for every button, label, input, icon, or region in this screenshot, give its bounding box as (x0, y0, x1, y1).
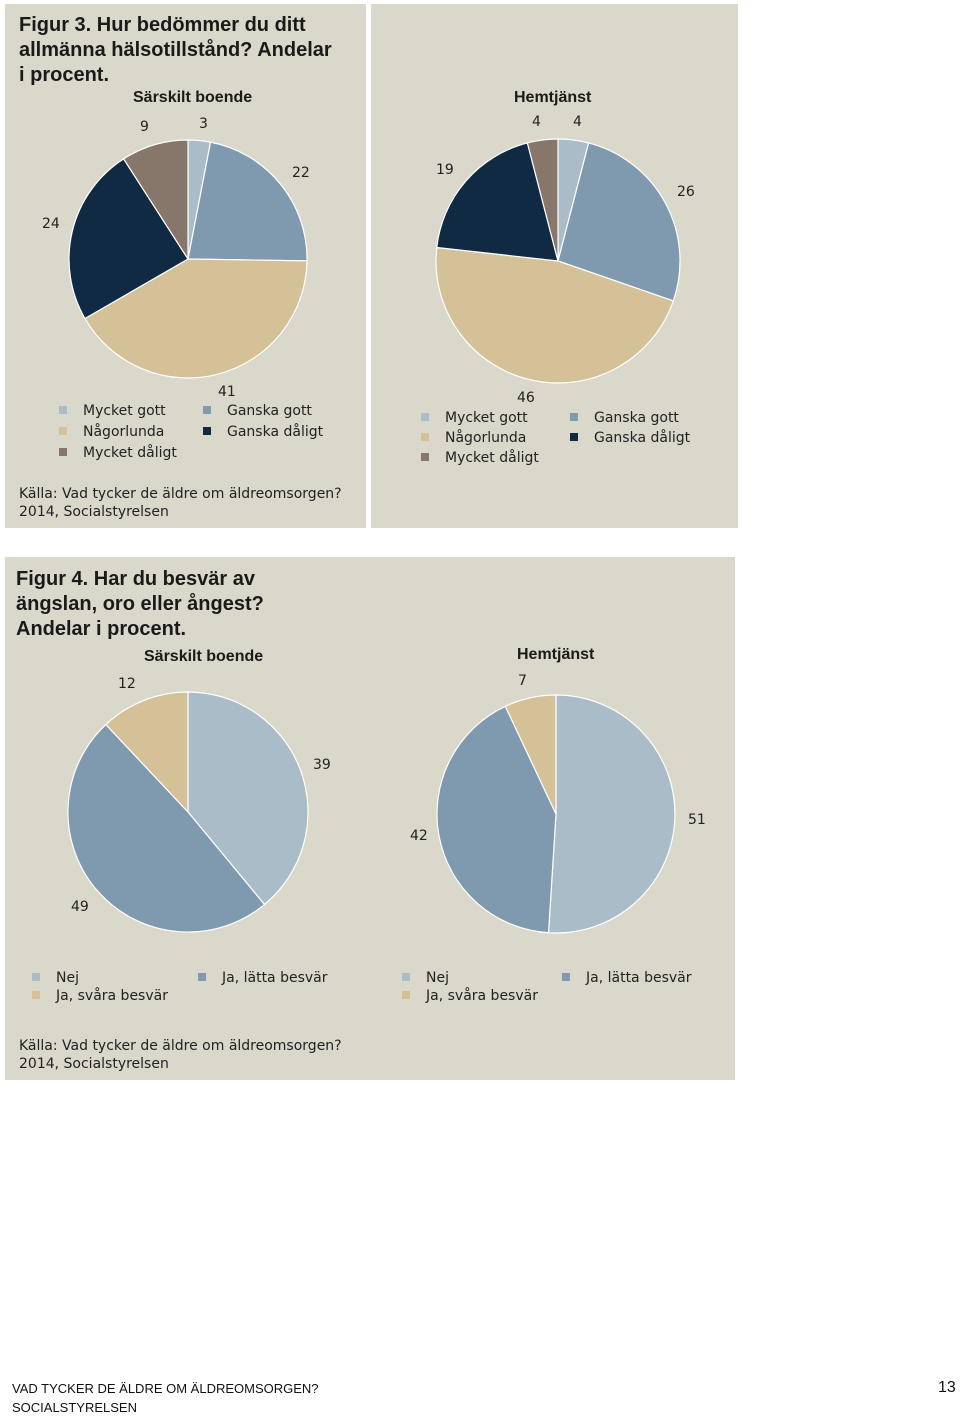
legend-swatch (421, 453, 429, 461)
legend-label: Mycket gott (445, 410, 528, 426)
source-line: Källa: Vad tycker de äldre om äldreomsor… (19, 486, 342, 502)
data-label: 41 (218, 384, 236, 400)
legend-label: Ganska dåligt (227, 424, 324, 440)
chart-title-sarskilt-boende: Särskilt boende (133, 89, 253, 106)
legend-item-latta-besvar: Ja, lätta besvär (562, 969, 692, 987)
legend-label: Någorlunda (83, 424, 165, 440)
legend-health-hemtjanst: Mycket gott Ganska gott Någorlunda Gansk… (421, 408, 721, 474)
legend-swatch (570, 433, 578, 441)
data-label: 39 (313, 757, 331, 773)
legend-swatch (203, 427, 211, 435)
figure3-source: Källa: Vad tycker de äldre om äldreomsor… (19, 485, 342, 521)
legend-label: Mycket dåligt (83, 445, 177, 461)
chart-title-hemtjanst: Hemtjänst (517, 646, 595, 663)
legend-item-ganska-gott: Ganska gott (570, 408, 679, 429)
legend-item-latta-besvar: Ja, lätta besvär (198, 969, 328, 987)
legend-swatch (402, 973, 410, 981)
legend-label: Mycket gott (83, 403, 166, 419)
legend-swatch (198, 973, 206, 981)
legend-label: Ja, svåra besvär (426, 988, 538, 1004)
figure3-title: Figur 3. Hur bedömmer du ditt allmänna h… (19, 13, 332, 88)
legend-swatch (32, 973, 40, 981)
chart-title-hemtjanst: Hemtjänst (514, 89, 592, 106)
legend-label: Mycket dåligt (445, 450, 539, 466)
source-line: 2014, Socialstyrelsen (19, 1056, 169, 1072)
page-footer: VAD TYCKER DE ÄLDRE OM ÄLDREOMSORGEN? SO… (12, 1379, 319, 1417)
legend-swatch (203, 406, 211, 414)
figure4-title-line: ängslan, oro eller ångest? (16, 593, 264, 615)
data-label: 7 (518, 673, 527, 689)
figure3-title-line: Figur 3. Hur bedömmer du ditt (19, 14, 306, 36)
legend-item-mycket-daligt: Mycket dåligt (59, 443, 177, 464)
footer-line: VAD TYCKER DE ÄLDRE OM ÄLDREOMSORGEN? (12, 1381, 319, 1396)
legend-item-svara-besvar: Ja, svåra besvär (402, 987, 538, 1005)
figure3-title-line: i procent. (19, 64, 110, 86)
data-label: 3 (199, 116, 208, 132)
page-number: 13 (938, 1379, 956, 1396)
legend-item-ganska-gott: Ganska gott (203, 401, 312, 422)
legend-label: Ganska gott (594, 410, 679, 426)
legend-swatch (59, 448, 67, 456)
legend-swatch (421, 413, 429, 421)
legend-item-nagorlunda: Någorlunda (59, 422, 164, 443)
legend-health-sarskilt-boende: Mycket gott Ganska gott Någorlunda Gansk… (59, 401, 359, 467)
data-label: 22 (292, 165, 310, 181)
footer-line: SOCIALSTYRELSEN (12, 1400, 137, 1415)
legend-label: Nej (426, 970, 449, 986)
legend-item-ganska-daligt: Ganska dåligt (570, 428, 690, 449)
legend-label: Ja, lätta besvär (222, 970, 328, 986)
legend-label: Nej (56, 970, 79, 986)
data-label: 4 (532, 114, 541, 130)
legend-item-nagorlunda: Någorlunda (421, 428, 526, 449)
data-label: 24 (42, 216, 60, 232)
figure4-title-line: Figur 4. Har du besvär av (16, 568, 255, 590)
legend-swatch (562, 973, 570, 981)
source-line: Källa: Vad tycker de äldre om äldreomsor… (19, 1038, 342, 1054)
data-label: 46 (517, 390, 535, 406)
legend-label: Någorlunda (445, 430, 527, 446)
legend-label: Ganska gott (227, 403, 312, 419)
legend-anxiety-sarskilt-boende: Nej Ja, lätta besvär Ja, svåra besvär (32, 969, 362, 1009)
data-label: 4 (573, 114, 582, 130)
data-label: 26 (677, 184, 695, 200)
legend-swatch (32, 991, 40, 999)
figure4-source: Källa: Vad tycker de äldre om äldreomsor… (19, 1037, 342, 1073)
legend-item-mycket-gott: Mycket gott (59, 401, 166, 422)
legend-swatch (570, 413, 578, 421)
legend-swatch (59, 406, 67, 414)
legend-item-svara-besvar: Ja, svåra besvär (32, 987, 168, 1005)
legend-label: Ganska dåligt (594, 430, 691, 446)
legend-item-mycket-daligt: Mycket dåligt (421, 448, 539, 469)
legend-swatch (59, 427, 67, 435)
source-line: 2014, Socialstyrelsen (19, 504, 169, 520)
figure3-title-line: allmänna hälsotillstånd? Andelar (19, 39, 332, 61)
data-label: 12 (118, 676, 136, 692)
legend-swatch (402, 991, 410, 999)
legend-item-ganska-daligt: Ganska dåligt (203, 422, 323, 443)
legend-item-nej: Nej (32, 969, 79, 987)
legend-item-nej: Nej (402, 969, 449, 987)
data-label: 42 (410, 828, 428, 844)
data-label: 19 (436, 162, 454, 178)
legend-anxiety-hemtjanst: Nej Ja, lätta besvär Ja, svåra besvär (402, 969, 732, 1009)
data-label: 9 (140, 119, 149, 135)
legend-label: Ja, svåra besvär (56, 988, 168, 1004)
data-label: 51 (688, 812, 706, 828)
legend-item-mycket-gott: Mycket gott (421, 408, 528, 429)
legend-label: Ja, lätta besvär (586, 970, 692, 986)
legend-swatch (421, 433, 429, 441)
chart-title-sarskilt-boende: Särskilt boende (144, 648, 264, 665)
figure4-title: Figur 4. Har du besvär av ängslan, oro e… (16, 567, 264, 642)
data-label: 49 (71, 899, 89, 915)
figure4-title-line: Andelar i procent. (16, 618, 187, 640)
